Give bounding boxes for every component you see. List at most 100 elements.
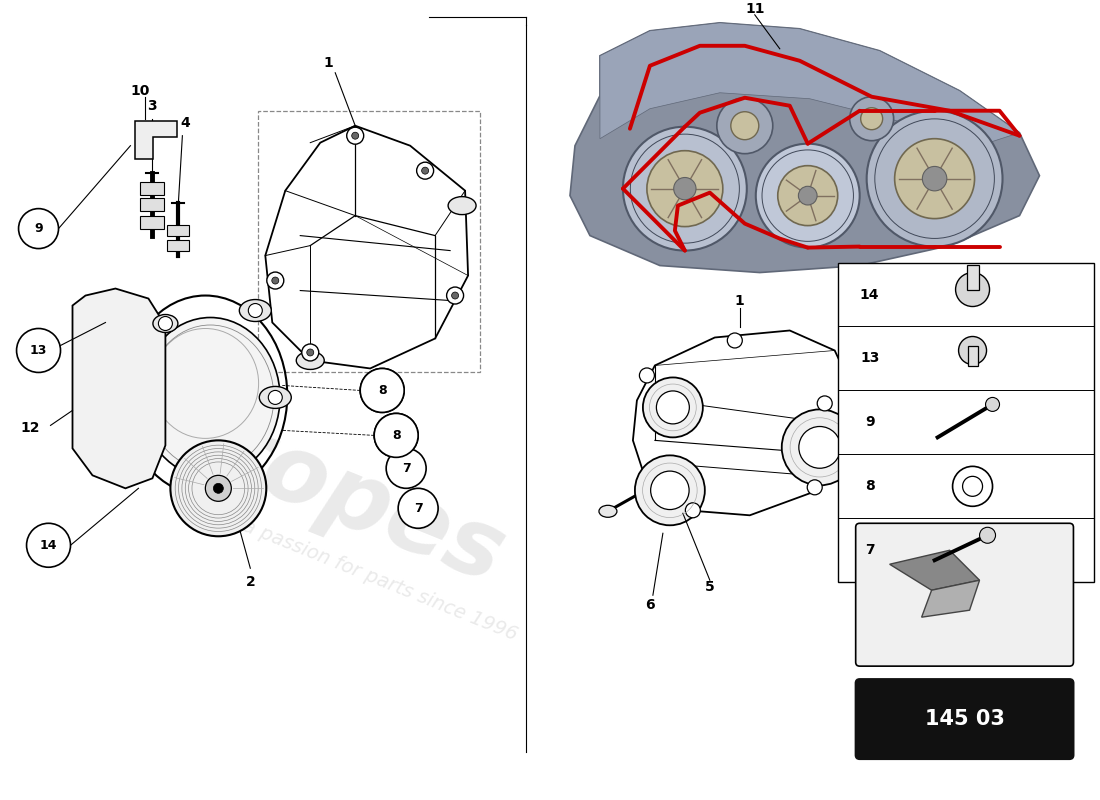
Text: 6: 6 (645, 598, 654, 612)
Circle shape (452, 292, 459, 299)
Circle shape (410, 500, 426, 516)
Bar (141, 216, 164, 229)
Circle shape (817, 396, 833, 411)
Circle shape (400, 490, 436, 526)
Text: 1: 1 (735, 294, 745, 307)
Circle shape (642, 378, 703, 438)
Circle shape (213, 483, 223, 494)
Ellipse shape (296, 351, 324, 370)
Text: 8: 8 (378, 384, 386, 397)
Circle shape (170, 440, 266, 536)
Text: 7: 7 (402, 462, 410, 475)
Ellipse shape (260, 386, 292, 409)
Circle shape (807, 480, 822, 495)
Circle shape (346, 127, 364, 144)
Circle shape (417, 162, 433, 179)
Text: 8: 8 (865, 479, 874, 494)
Bar (141, 182, 164, 194)
Text: 145 03: 145 03 (925, 709, 1004, 729)
Circle shape (860, 108, 882, 130)
Bar (167, 239, 189, 250)
Text: europes: europes (84, 357, 517, 604)
Bar (258, 110, 480, 373)
Circle shape (206, 475, 231, 502)
Circle shape (894, 138, 975, 218)
Polygon shape (922, 580, 979, 617)
Circle shape (717, 98, 773, 154)
Ellipse shape (153, 314, 178, 333)
Circle shape (158, 317, 173, 330)
Circle shape (372, 381, 393, 401)
Ellipse shape (871, 450, 889, 462)
Circle shape (16, 329, 60, 373)
Circle shape (374, 414, 418, 458)
Polygon shape (570, 23, 1040, 273)
Circle shape (986, 398, 1000, 411)
Bar (838, 262, 1094, 582)
Ellipse shape (598, 506, 617, 518)
Circle shape (388, 450, 425, 486)
Circle shape (799, 186, 817, 205)
Circle shape (962, 476, 982, 496)
Circle shape (647, 150, 723, 226)
Text: 2: 2 (245, 575, 255, 590)
Circle shape (756, 144, 860, 247)
Circle shape (623, 126, 747, 250)
Bar (967, 265, 979, 290)
Polygon shape (600, 23, 1020, 146)
Circle shape (26, 523, 70, 567)
Text: 12: 12 (21, 422, 41, 435)
Circle shape (639, 368, 654, 383)
Circle shape (386, 426, 406, 446)
Circle shape (447, 287, 463, 304)
Circle shape (727, 333, 742, 348)
Text: 13: 13 (860, 351, 879, 366)
Circle shape (272, 277, 278, 284)
Circle shape (979, 527, 996, 543)
Circle shape (673, 178, 696, 200)
FancyBboxPatch shape (856, 523, 1074, 666)
Ellipse shape (448, 197, 476, 214)
Circle shape (657, 391, 690, 424)
Bar (141, 198, 164, 210)
Text: 1: 1 (323, 56, 333, 70)
Circle shape (923, 166, 947, 191)
Text: 13: 13 (30, 344, 47, 357)
Circle shape (730, 112, 759, 140)
Circle shape (650, 471, 689, 510)
Bar (968, 346, 978, 366)
Circle shape (799, 426, 840, 468)
Ellipse shape (240, 299, 272, 322)
Circle shape (782, 410, 858, 486)
Text: 5: 5 (888, 430, 898, 444)
Circle shape (958, 337, 987, 365)
FancyBboxPatch shape (856, 679, 1074, 759)
Ellipse shape (141, 318, 280, 478)
Text: a passion for parts since 1996: a passion for parts since 1996 (240, 516, 520, 644)
Circle shape (956, 273, 990, 306)
Circle shape (386, 448, 426, 488)
Text: 9: 9 (34, 222, 43, 235)
Text: 7: 7 (414, 502, 422, 515)
Circle shape (301, 344, 319, 361)
Circle shape (267, 272, 284, 289)
Circle shape (635, 455, 705, 526)
Circle shape (249, 303, 262, 318)
Bar (167, 225, 189, 235)
Circle shape (360, 369, 404, 413)
Circle shape (360, 369, 404, 413)
Polygon shape (135, 121, 177, 158)
Circle shape (268, 390, 283, 405)
Circle shape (849, 97, 893, 141)
Circle shape (374, 414, 418, 458)
Circle shape (778, 166, 838, 226)
Circle shape (685, 503, 701, 518)
Circle shape (307, 349, 314, 356)
Circle shape (398, 488, 438, 528)
Circle shape (421, 167, 429, 174)
Circle shape (867, 110, 1002, 246)
Circle shape (19, 209, 58, 249)
Text: 11: 11 (745, 2, 764, 16)
Text: 14: 14 (860, 287, 879, 302)
Circle shape (953, 466, 992, 506)
